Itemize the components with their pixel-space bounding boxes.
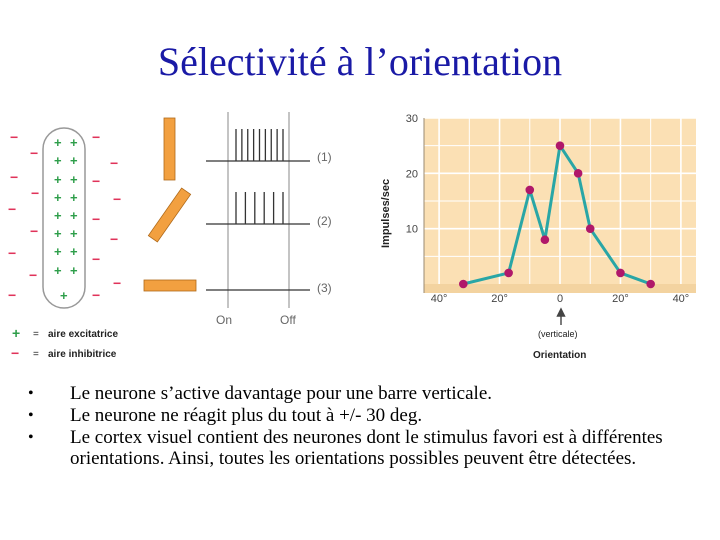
- chart-y-label: Impulses/sec: [380, 179, 392, 248]
- vertical-arrow-icon: [556, 307, 566, 325]
- minus-sign: −: [113, 275, 121, 291]
- receptive-field: + ++ ++ ++ ++ ++ ++ ++ ++−−−−−−−−−−−−−−−−−−: [8, 127, 121, 309]
- minus-sign: −: [92, 287, 100, 303]
- y-tick-label: 30: [406, 113, 418, 125]
- x-tick-label: 40°: [673, 293, 690, 305]
- chart-y-ticks: 10 20 30: [406, 113, 418, 236]
- minus-sign: −: [31, 185, 39, 201]
- bullet-text: Le cortex visuel contient des neurones d…: [70, 427, 663, 469]
- on-label: On: [216, 313, 232, 327]
- data-point: [585, 224, 595, 233]
- minus-sign: −: [29, 267, 37, 283]
- receptive-field-signs: + ++ ++ ++ ++ ++ ++ ++ ++−−−−−−−−−−−−−−−−−−: [8, 129, 121, 303]
- chart-series-points: [458, 141, 655, 289]
- x-tick-label: 20°: [612, 293, 629, 305]
- plus-sign: +: [70, 172, 78, 187]
- data-point: [573, 169, 583, 178]
- spike-trains: (1) (2) (3) On Off: [206, 112, 332, 327]
- plus-sign: +: [70, 226, 78, 241]
- data-point: [458, 279, 468, 289]
- legend-plus-separator: =: [33, 329, 39, 340]
- legend-minus-symbol: −: [11, 345, 19, 361]
- chart-x-label: Orientation: [533, 350, 586, 361]
- minus-sign: −: [10, 169, 18, 185]
- plus-sign: +: [70, 208, 78, 223]
- plus-sign: +: [54, 263, 62, 278]
- stimulus-bars: [143, 117, 197, 292]
- chart-axis-band: [424, 284, 696, 293]
- bullet-text: Le neurone s’active davantage pour une b…: [70, 383, 492, 404]
- plus-sign: +: [70, 190, 78, 205]
- minus-sign: −: [8, 287, 16, 303]
- plus-sign: +: [70, 135, 78, 150]
- legend-plus-label: aire excitatrice: [48, 329, 118, 340]
- bullet-list: • Le neurone s’active davantage pour une …: [28, 383, 708, 470]
- plus-sign: +: [54, 190, 62, 205]
- bullet-item: • Le neurone ne réagit plus du tout à +/-…: [28, 405, 708, 426]
- x-tick-label: 0: [557, 293, 563, 305]
- tuning-chart: 10 20 30 40° 20° 0 20° 40° Impulses/sec (verti…: [380, 113, 696, 361]
- legend-minus-label: aire inhibitrice: [48, 349, 117, 360]
- plus-sign: +: [54, 208, 62, 223]
- condition-label-2: (2): [317, 214, 332, 228]
- chart-x-annotation: (verticale): [538, 329, 578, 339]
- bullet-item: • Le neurone s’active davantage pour une …: [28, 383, 708, 404]
- legend-minus-separator: =: [33, 349, 39, 360]
- spikes: [235, 129, 284, 224]
- minus-sign: −: [92, 211, 100, 227]
- stimulus-bar-vertical: [163, 117, 176, 181]
- bullet-text: Le neurone ne réagit plus du tout à +/- …: [70, 405, 423, 426]
- chart-grid: [424, 117, 696, 284]
- plus-sign: +: [70, 263, 78, 278]
- condition-label-1: (1): [317, 150, 332, 164]
- figure: + ++ ++ ++ ++ ++ ++ ++ ++−−−−−−−−−−−−−−−−−− + = …: [8, 112, 696, 361]
- bullet-dot: •: [28, 407, 34, 424]
- y-tick-label: 20: [406, 168, 418, 180]
- minus-sign: −: [92, 173, 100, 189]
- data-point: [646, 279, 655, 289]
- data-point: [616, 268, 625, 278]
- plus-sign: +: [70, 153, 78, 168]
- minus-sign: −: [8, 245, 16, 261]
- minus-sign: −: [110, 231, 118, 247]
- stimulus-bar-horizontal: [143, 279, 197, 292]
- x-tick-label: 40°: [431, 293, 448, 305]
- condition-label-3: (3): [317, 281, 332, 295]
- legend-plus-symbol: +: [12, 325, 20, 341]
- off-label: Off: [280, 313, 296, 327]
- minus-sign: −: [110, 155, 118, 171]
- plus-sign: +: [54, 135, 62, 150]
- minus-sign: −: [10, 129, 18, 145]
- bullet-dot: •: [28, 385, 34, 402]
- minus-sign: −: [30, 223, 38, 239]
- legend: + = aire excitatrice − = aire inhibitric…: [11, 325, 118, 361]
- plus-sign: +: [54, 226, 62, 241]
- minus-sign: −: [30, 145, 38, 161]
- stimulus-bar-oblique: [147, 187, 192, 243]
- data-point: [555, 141, 565, 150]
- plus-sign: +: [60, 288, 68, 303]
- bullet-item: • Le cortex visuel contient des neurones …: [28, 427, 708, 469]
- bullet-dot: •: [28, 429, 34, 446]
- data-point: [540, 235, 550, 245]
- receptive-field-outline: [42, 127, 86, 309]
- page-title: Sélectivité à l’orientation: [157, 39, 563, 84]
- plus-sign: +: [54, 244, 62, 259]
- minus-sign: −: [113, 191, 121, 207]
- y-tick-label: 10: [406, 224, 418, 236]
- data-point: [504, 268, 513, 278]
- plus-sign: +: [54, 153, 62, 168]
- minus-sign: −: [92, 129, 100, 145]
- chart-x-ticks: 40° 20° 0 20° 40°: [431, 293, 689, 305]
- plus-sign: +: [54, 172, 62, 187]
- minus-sign: −: [8, 201, 16, 217]
- data-point: [525, 185, 535, 195]
- minus-sign: −: [92, 251, 100, 267]
- plus-sign: +: [70, 244, 78, 259]
- x-tick-label: 20°: [491, 293, 508, 305]
